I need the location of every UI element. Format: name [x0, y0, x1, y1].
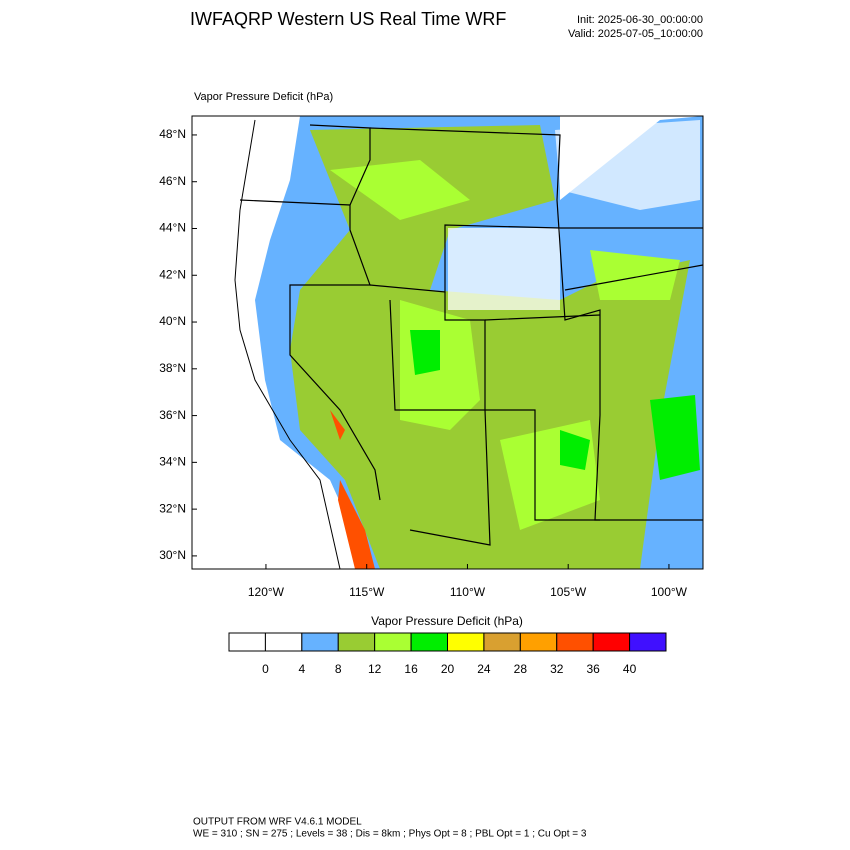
colorbar-label: 36 — [586, 662, 600, 676]
footer-line: OUTPUT FROM WRF V4.6.1 MODEL — [193, 817, 362, 828]
state-borders — [239, 124, 703, 546]
colorbar-box — [556, 632, 594, 652]
colorbar-label: 28 — [514, 662, 528, 676]
colorbar-box — [519, 632, 558, 652]
coastline — [234, 119, 341, 569]
lat-tick-label: 46°N — [159, 174, 186, 188]
lat-tick-label: 34°N — [159, 455, 186, 469]
lat-tick-label: 42°N — [159, 267, 186, 281]
field-white — [555, 120, 700, 210]
lat-tick-label: 40°N — [159, 314, 186, 328]
colorbar-label: 16 — [404, 662, 418, 676]
field-green — [410, 330, 700, 480]
colorbar-title: Vapor Pressure Deficit (hPa) — [371, 614, 523, 628]
colorbar-box — [410, 632, 449, 652]
field-label: Vapor Pressure Deficit (hPa) — [194, 91, 333, 103]
title: IWFAQRP Western US Real Time WRF — [190, 9, 506, 29]
colorbar-box — [337, 632, 376, 652]
lat-tick-label: 32°N — [159, 501, 186, 515]
lon-tick-label: 110°W — [450, 585, 486, 599]
lat-tick-label: 44°N — [159, 221, 186, 235]
lon-tick-label: 115°W — [349, 585, 385, 599]
colorbar-label: 40 — [623, 662, 637, 676]
colorbar-label: 4 — [298, 662, 305, 676]
map-field — [192, 116, 703, 569]
colorbar-label: 0 — [262, 662, 269, 676]
colorbar-box — [629, 632, 667, 652]
colorbar-box — [374, 632, 412, 652]
colorbar-label: 20 — [441, 662, 455, 676]
colorbar-label: 24 — [477, 662, 491, 676]
colorbar-box — [228, 632, 266, 652]
field-red — [330, 410, 375, 569]
colorbar: 0 4 8 12 16 20 24 28 32 36 40 — [228, 632, 667, 676]
lon-tick-label: 100°W — [651, 585, 688, 599]
lat-tick-label: 36°N — [159, 408, 186, 422]
colorbar-box — [447, 632, 485, 652]
map-frame — [191, 115, 704, 570]
footer-line: WE = 310 ; SN = 275 ; Levels = 38 ; Dis … — [193, 829, 587, 840]
colorbar-box — [592, 632, 631, 652]
valid-time: Valid: 2025-07-05_10:00:00 — [568, 28, 703, 40]
lat-tick-label: 38°N — [159, 361, 186, 375]
colorbar-label: 32 — [550, 662, 564, 676]
colorbar-box — [301, 632, 339, 652]
lat-tick-label: 30°N — [159, 548, 186, 562]
colorbar-label: 12 — [368, 662, 382, 676]
lon-tick-label: 120°W — [248, 585, 285, 599]
colorbar-label: 8 — [335, 662, 342, 676]
axis-ticks: 30°N 32°N 34°N 36°N 38°N 40°N 42°N 44°N 46°N 48°N… — [159, 127, 688, 599]
init-time: Init: 2025-06-30_00:00:00 — [577, 14, 703, 26]
colorbar-box — [483, 632, 521, 652]
lat-tick-label: 48°N — [159, 127, 186, 141]
lon-tick-label: 105°W — [550, 585, 587, 599]
field-white — [448, 228, 560, 310]
colorbar-box — [264, 632, 303, 652]
field-lime — [330, 160, 680, 530]
